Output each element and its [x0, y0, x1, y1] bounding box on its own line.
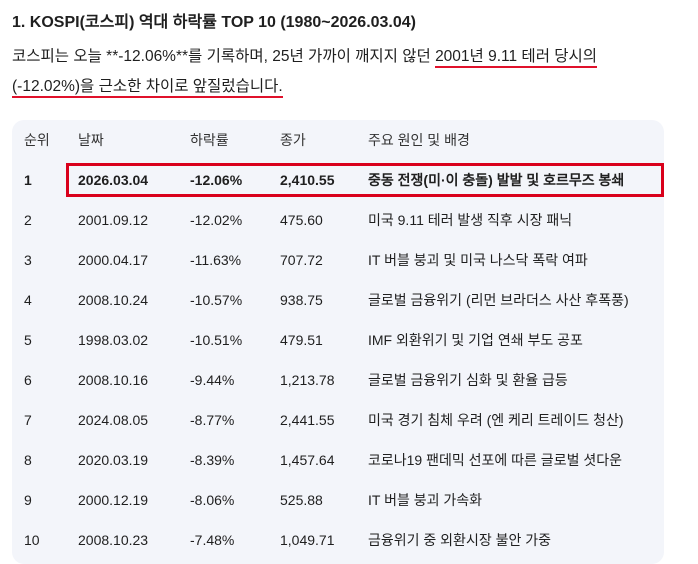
cell-rank: 8	[24, 452, 32, 468]
cell-drop: -8.06%	[190, 492, 235, 508]
table-row: 8 2020.03.19 -8.39% 1,457.64 코로나19 팬데믹 선…	[12, 440, 664, 480]
cell-date: 2001.09.12	[78, 212, 149, 228]
table-row: 1 2026.03.04 -12.06% 2,410.55 중동 전쟁(미·이 …	[12, 160, 664, 200]
header-drop: 하락률	[190, 132, 229, 148]
cell-date: 2024.08.05	[78, 412, 149, 428]
cell-cause: 코로나19 팬데믹 선포에 따른 글로벌 셧다운	[368, 452, 622, 468]
cell-close: 707.72	[280, 252, 323, 268]
cell-drop: -9.44%	[190, 372, 235, 388]
cell-rank: 2	[24, 212, 32, 228]
cell-drop: -8.39%	[190, 452, 235, 468]
table-row: 7 2024.08.05 -8.77% 2,441.55 미국 경기 침체 우려…	[12, 400, 664, 440]
cell-drop: -10.51%	[190, 332, 243, 348]
cell-close: 1,457.64	[280, 452, 335, 468]
cell-date: 2020.03.19	[78, 452, 149, 468]
cell-rank: 9	[24, 492, 32, 508]
summary-paragraph: 코스피는 오늘 **-12.06%**를 기록하며, 25년 가까이 깨지지 않…	[12, 42, 688, 102]
cell-close: 2,410.55	[280, 172, 335, 188]
cell-date: 1998.03.02	[78, 332, 149, 348]
cell-cause: 미국 9.11 테러 발생 직후 시장 패닉	[368, 212, 573, 228]
cell-cause: 중동 전쟁(미·이 충돌) 발발 및 호르무즈 봉쇄	[368, 172, 625, 188]
page-heading: 1. KOSPI(코스피) 역대 하락률 TOP 10 (1980~2026.0…	[12, 14, 417, 31]
cell-cause: 금융위기 중 외환시장 불안 가중	[368, 532, 551, 548]
cell-drop: -7.48%	[190, 532, 235, 548]
cell-rank: 10	[24, 532, 40, 548]
cell-rank: 1	[24, 172, 32, 188]
cell-rank: 3	[24, 252, 32, 268]
underlined-text-2: (-12.02%)을 근소한 차이로 앞질렀습니다.	[12, 78, 283, 98]
cell-cause: 글로벌 금융위기 심화 및 환율 급등	[368, 372, 568, 388]
table-header-row: 순위 날짜 하락률 종가 주요 원인 및 배경	[12, 120, 664, 160]
paragraph-text: 코스피는 오늘 **-12.06%**를 기록하며, 25년 가까이 깨지지 않…	[12, 48, 436, 65]
table-row: 2 2001.09.12 -12.02% 475.60 미국 9.11 테러 발…	[12, 200, 664, 240]
table-row: 3 2000.04.17 -11.63% 707.72 IT 버블 붕괴 및 미…	[12, 240, 664, 280]
cell-close: 938.75	[280, 292, 323, 308]
cell-close: 1,213.78	[280, 372, 335, 388]
cell-close: 2,441.55	[280, 412, 335, 428]
cell-rank: 6	[24, 372, 32, 388]
cell-cause: IMF 외환위기 및 기업 연쇄 부도 공포	[368, 332, 583, 348]
cell-close: 525.88	[280, 492, 323, 508]
cell-cause: IT 버블 붕괴 및 미국 나스닥 폭락 여파	[368, 252, 588, 268]
cell-close: 475.60	[280, 212, 323, 228]
cell-drop: -11.63%	[190, 252, 242, 268]
header-cause: 주요 원인 및 배경	[368, 132, 470, 148]
cell-close: 479.51	[280, 332, 323, 348]
cell-cause: 미국 경기 침체 우려 (엔 케리 트레이드 청산)	[368, 412, 624, 428]
cell-cause: 글로벌 금융위기 (리먼 브라더스 사산 후폭풍)	[368, 292, 629, 308]
cell-cause: IT 버블 붕괴 가속화	[368, 492, 483, 508]
table-row: 9 2000.12.19 -8.06% 525.88 IT 버블 붕괴 가속화	[12, 480, 664, 520]
header-rank: 순위	[24, 132, 50, 148]
cell-close: 1,049.71	[280, 532, 335, 548]
cell-drop: -8.77%	[190, 412, 235, 428]
table-row: 10 2008.10.23 -7.48% 1,049.71 금융위기 중 외환시…	[12, 520, 664, 560]
cell-date: 2008.10.23	[78, 532, 149, 548]
cell-date: 2008.10.24	[78, 292, 149, 308]
cell-rank: 4	[24, 292, 32, 308]
header-close: 종가	[280, 132, 306, 148]
underlined-text-1: 2001년 9.11 테러 당시의	[435, 48, 598, 68]
cell-date: 2026.03.04	[78, 172, 149, 188]
cell-rank: 5	[24, 332, 32, 348]
table-row: 4 2008.10.24 -10.57% 938.75 글로벌 금융위기 (리먼…	[12, 280, 664, 320]
cell-drop: -10.57%	[190, 292, 243, 308]
table-row: 5 1998.03.02 -10.51% 479.51 IMF 외환위기 및 기…	[12, 320, 664, 360]
cell-rank: 7	[24, 412, 32, 428]
cell-drop: -12.02%	[190, 212, 243, 228]
cell-date: 2000.04.17	[78, 252, 149, 268]
table-row: 6 2008.10.16 -9.44% 1,213.78 글로벌 금융위기 심화…	[12, 360, 664, 400]
cell-date: 2008.10.16	[78, 372, 149, 388]
cell-date: 2000.12.19	[78, 492, 149, 508]
ranking-table: 순위 날짜 하락률 종가 주요 원인 및 배경 1 2026.03.04 -12…	[12, 120, 664, 564]
cell-drop: -12.06%	[190, 172, 243, 188]
header-date: 날짜	[78, 132, 104, 148]
